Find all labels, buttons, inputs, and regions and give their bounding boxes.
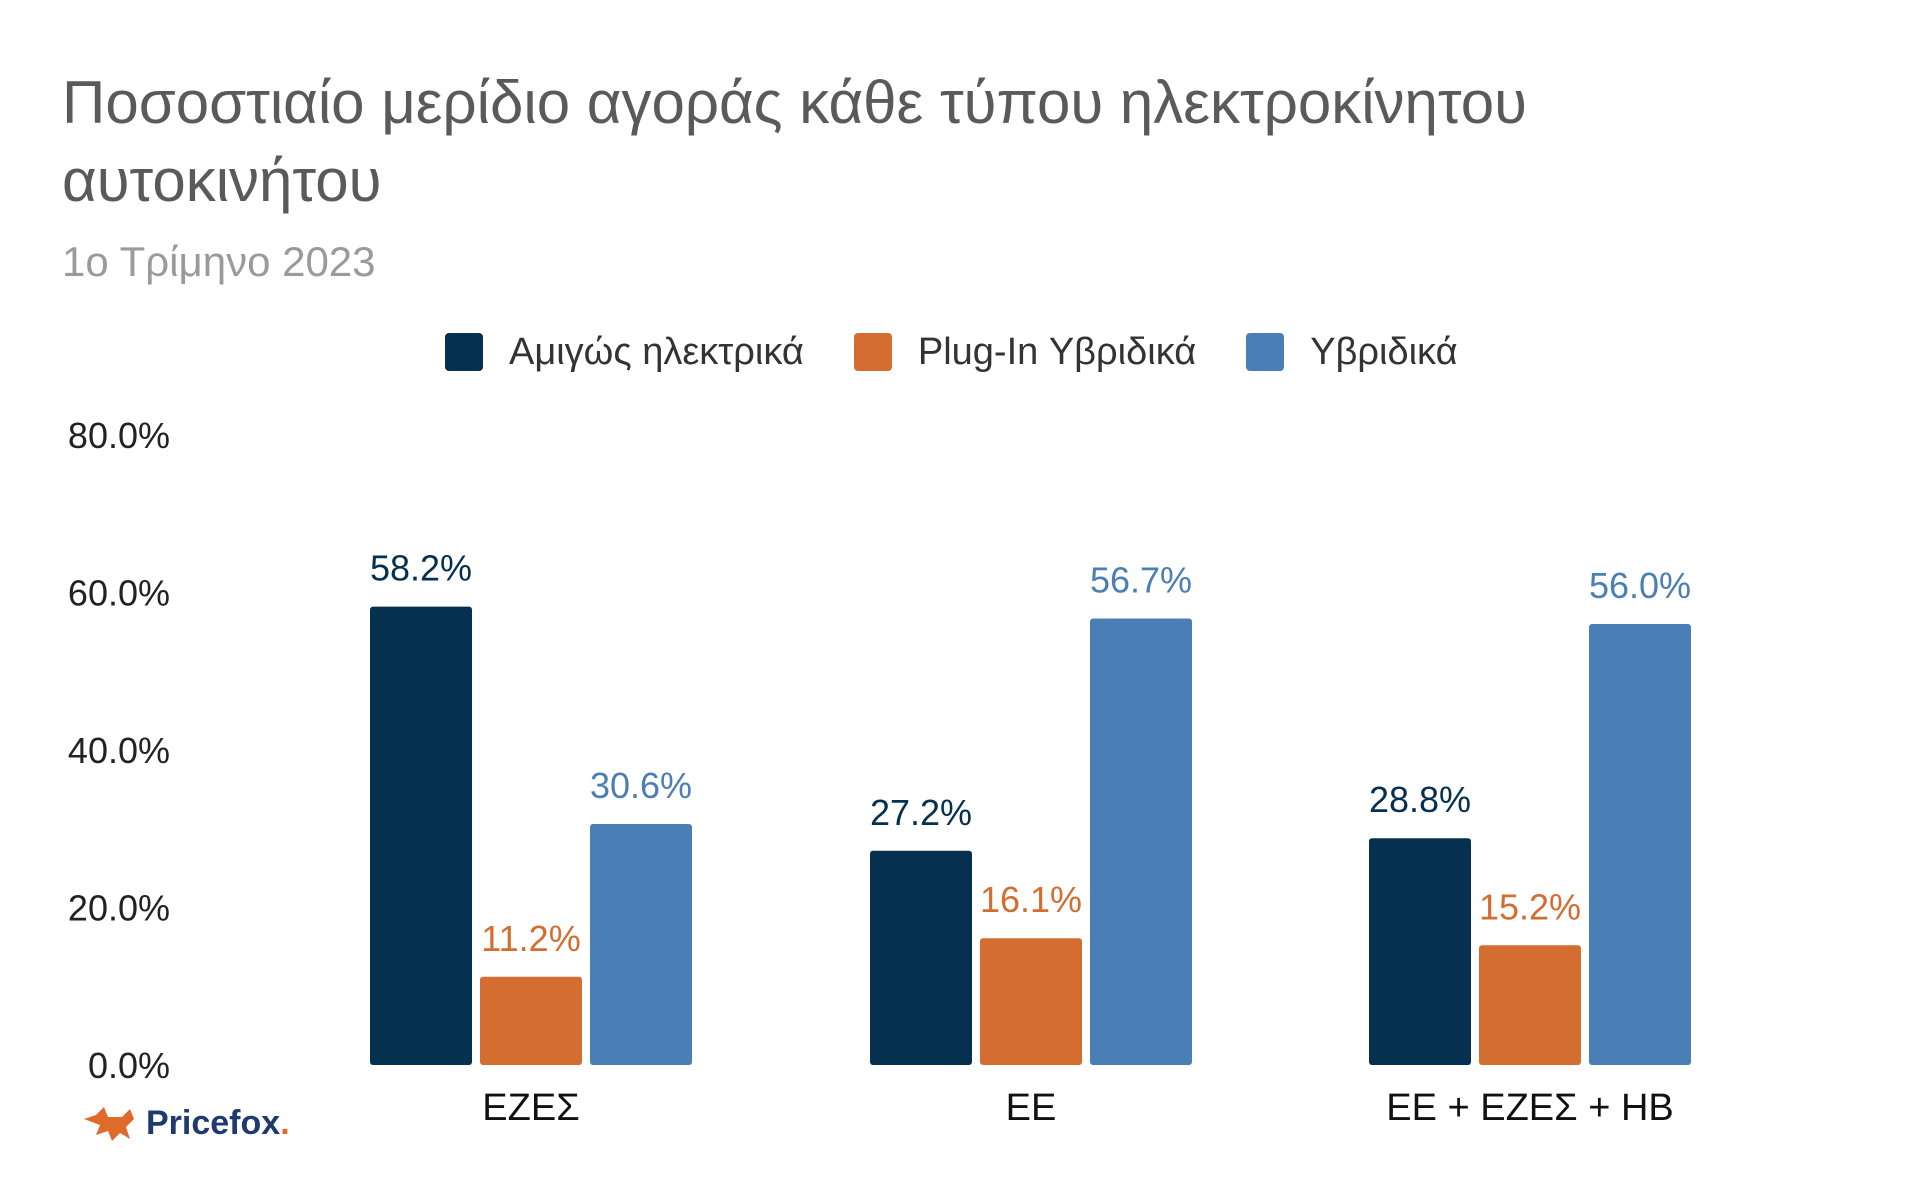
x-tick-label: ΕΕ + ΕΖΕΣ + ΗΒ <box>1386 1087 1674 1129</box>
y-axis: 0.0% 20.0% 40.0% 60.0% 80.0% <box>68 415 170 1086</box>
y-tick-label: 40.0% <box>68 730 170 771</box>
y-tick-label: 0.0% <box>88 1045 170 1086</box>
data-label: 28.8% <box>1369 779 1471 820</box>
logo-wordmark: Pricefox <box>146 1104 281 1142</box>
data-label: 27.2% <box>870 792 972 833</box>
legend-label-bev: Αμιγώς ηλεκτρικά <box>509 330 804 373</box>
legend-swatch-bev <box>445 333 483 371</box>
bar <box>980 938 1082 1065</box>
data-label: 56.0% <box>1589 565 1691 606</box>
chart-subtitle: 1ο Τρίμηνο 2023 <box>62 238 376 285</box>
data-label: 16.1% <box>980 879 1082 920</box>
legend-item-phev: Plug-In Υβριδικά <box>853 330 1197 374</box>
x-axis: ΕΖΕΣ ΕΕ ΕΕ + ΕΖΕΣ + ΗΒ <box>482 1087 1673 1129</box>
legend-swatch-phev <box>853 333 892 371</box>
bar-group <box>370 606 1691 1065</box>
data-label: 30.6% <box>590 765 692 806</box>
legend-label-phev: Plug-In Υβριδικά <box>917 330 1197 373</box>
bar <box>1090 618 1192 1065</box>
bar <box>1369 838 1471 1065</box>
data-label: 11.2% <box>481 918 580 959</box>
legend-item-bev: Αμιγώς ηλεκτρικά <box>445 331 804 374</box>
logo-text: Pricefox. <box>146 1104 290 1143</box>
chart-title: Ποσοστιαίο μερίδιο αγοράς κάθε τύπου ηλε… <box>62 69 1527 214</box>
y-tick-label: 60.0% <box>68 573 170 614</box>
legend-item-hev: Υβριδικά <box>1246 330 1458 374</box>
legend-label-hev: Υβριδικά <box>1310 330 1458 373</box>
bar <box>370 606 472 1065</box>
chart-legend: Αμιγώς ηλεκτρικά Plug-In Υβριδικά Υβριδι… <box>445 324 1508 380</box>
y-tick-label: 80.0% <box>68 415 170 456</box>
bar <box>590 824 692 1065</box>
logo-dot: . <box>280 1104 290 1142</box>
data-label: 58.2% <box>370 548 472 589</box>
bar <box>870 850 972 1065</box>
fox-icon <box>84 1106 134 1141</box>
x-tick-label: ΕΕ <box>1006 1087 1057 1129</box>
data-label: 15.2% <box>1479 886 1581 927</box>
bar <box>1479 945 1581 1065</box>
x-tick-label: ΕΖΕΣ <box>482 1087 579 1129</box>
data-label: 56.7% <box>1090 559 1192 600</box>
y-tick-label: 20.0% <box>68 888 170 929</box>
legend-swatch-hev <box>1246 333 1285 371</box>
bar <box>1589 624 1691 1065</box>
bar <box>480 976 582 1065</box>
data-labels: 58.2% 11.2% 30.6% 27.2% 16.1% 56.7% 28.8% 15.2%… <box>370 548 1691 959</box>
pricefox-logo: Pricefox. <box>82 1104 290 1143</box>
